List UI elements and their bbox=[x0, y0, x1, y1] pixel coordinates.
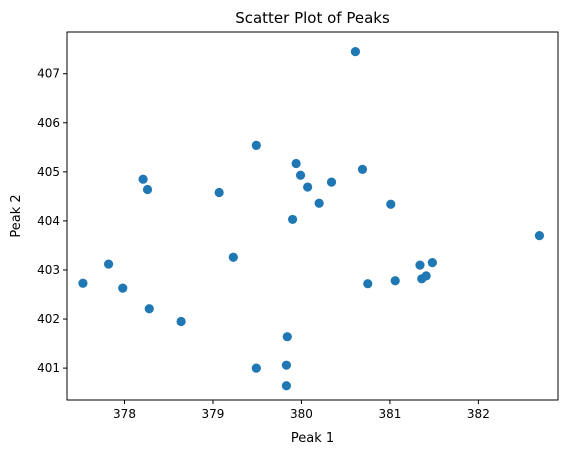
scatter-point bbox=[303, 182, 313, 192]
scatter-point bbox=[534, 231, 545, 241]
scatter-point bbox=[78, 278, 88, 288]
scatter-point bbox=[314, 198, 324, 208]
scatter-point bbox=[144, 304, 154, 314]
scatter-point bbox=[282, 332, 292, 342]
x-axis-label: Peak 1 bbox=[291, 431, 334, 446]
scatter-point bbox=[415, 260, 425, 270]
scatter-point bbox=[295, 170, 306, 180]
scatter-point bbox=[421, 271, 431, 281]
y-axis-label: Peak 2 bbox=[9, 194, 24, 237]
y-tick-label: 401 bbox=[37, 361, 60, 375]
x-axis-ticks: 378 379 380 381 382 bbox=[113, 400, 490, 421]
scatter-points bbox=[78, 47, 545, 391]
y-axis-ticks: 401 402 403 404 405 406 407 bbox=[37, 67, 67, 375]
scatter-point bbox=[251, 140, 261, 150]
y-tick-label: 402 bbox=[37, 312, 60, 326]
scatter-point bbox=[281, 381, 292, 391]
scatter-point bbox=[228, 252, 238, 262]
x-tick-label: 381 bbox=[378, 407, 401, 421]
y-tick-label: 405 bbox=[37, 165, 60, 179]
scatter-point bbox=[118, 283, 128, 293]
scatter-point bbox=[386, 199, 396, 209]
y-tick-label: 406 bbox=[37, 116, 60, 130]
scatter-point bbox=[214, 187, 224, 198]
y-tick-label: 404 bbox=[37, 214, 60, 228]
scatter-point bbox=[291, 158, 301, 169]
plot-frame bbox=[66, 31, 559, 401]
x-tick-label: 378 bbox=[113, 407, 136, 421]
scatter-point bbox=[103, 259, 114, 269]
scatter-point bbox=[326, 177, 337, 187]
x-tick-label: 380 bbox=[290, 407, 313, 421]
y-tick-label: 403 bbox=[37, 263, 60, 277]
scatter-point bbox=[390, 276, 400, 286]
x-tick-label: 379 bbox=[202, 407, 225, 421]
scatter-point bbox=[363, 279, 373, 289]
scatter-point bbox=[251, 363, 261, 373]
scatter-point bbox=[287, 214, 298, 225]
scatter-point bbox=[427, 258, 437, 268]
scatter-point bbox=[357, 164, 368, 174]
x-tick-label: 382 bbox=[467, 407, 490, 421]
scatter-point bbox=[176, 316, 186, 327]
y-tick-label: 407 bbox=[37, 67, 60, 81]
scatter-point bbox=[138, 174, 148, 184]
scatter-point bbox=[142, 184, 153, 195]
scatter-point bbox=[350, 47, 361, 57]
scatter-point bbox=[281, 360, 292, 370]
chart-title: Scatter Plot of Peaks bbox=[235, 9, 390, 27]
